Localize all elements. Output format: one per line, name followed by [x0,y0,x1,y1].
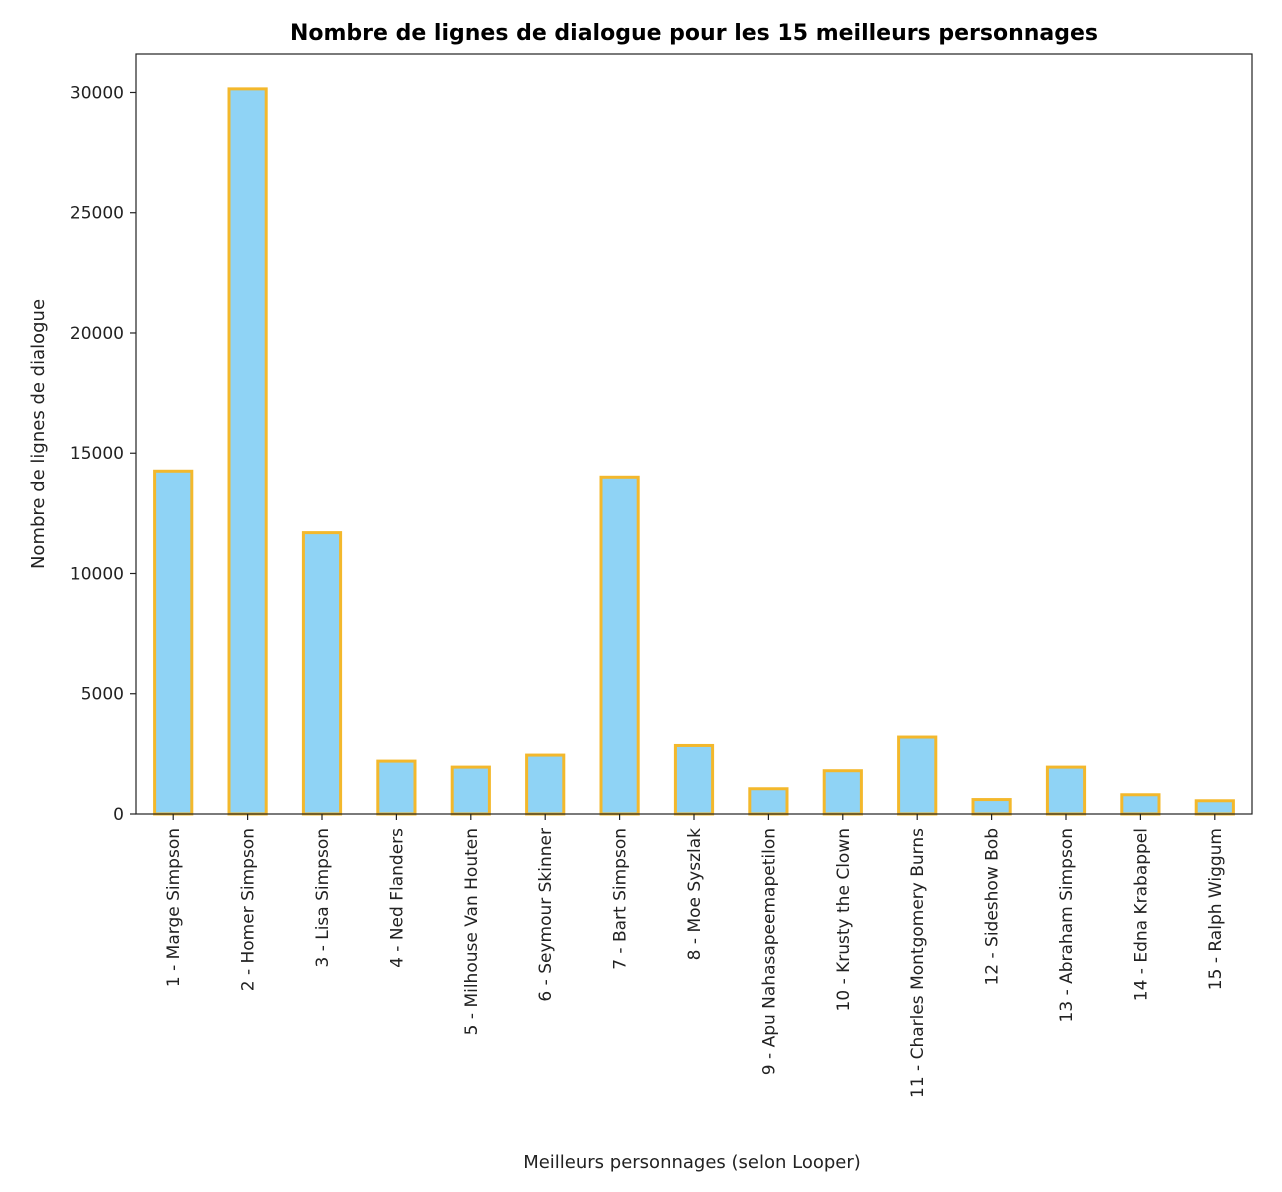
y-tick-label: 15000 [70,444,124,464]
y-tick-label: 5000 [81,685,124,705]
x-tick-label: 3 - Lisa Simpson [313,828,333,968]
bar-6 [525,753,566,816]
y-tick-label: 0 [113,805,124,825]
x-tick-label: 7 - Bart Simpson [611,828,631,970]
plot-frame [135,53,1253,815]
x-tick-label: 11 - Charles Montgomery Burns [908,828,928,1098]
x-tick-label: 15 - Ralph Wiggum [1206,828,1226,990]
x-tick-label: 13 - Abraham Simpson [1057,828,1077,1022]
bar-15 [1194,799,1235,816]
chart-title: Nombre de lignes de dialogue pour les 15… [290,21,1098,46]
x-tick-label: 14 - Edna Krabappel [1131,828,1151,1001]
x-axis-label: Meilleurs personnages (selon Looper) [523,1152,861,1173]
x-tick-label: 5 - Milhouse Van Houten [462,828,482,1035]
x-tick-label: 6 - Seymour Skinner [536,828,556,1002]
bar-10 [822,769,863,816]
y-axis-label: Nombre de lignes de dialogue [28,299,49,569]
bar-14 [1120,793,1161,816]
bar-4 [376,759,417,816]
x-tick-label: 8 - Moe Syszlak [685,828,705,960]
y-axis-ticks: 0 5000 10000 15000 20000 25000 30000 [70,83,136,825]
bar-13 [1045,765,1087,816]
bar-5 [450,765,491,816]
bar-9 [748,787,789,816]
bar-7 [599,475,640,816]
x-tick-label: 9 - Apu Nahasapeemapetilon [759,828,779,1075]
x-tick-label: 10 - Krusty the Clown [834,828,854,1011]
y-tick-label: 10000 [70,564,124,584]
bar-11 [897,735,938,816]
x-tick-label: 2 - Homer Simpson [239,828,259,991]
bars [153,87,1235,816]
bar-3 [301,531,343,816]
x-tick-label: 4 - Ned Flanders [387,828,407,968]
x-tick-label: 1 - Marge Simpson [164,828,184,987]
x-axis-ticks: 1 - Marge Simpson 2 - Homer Simpson 3 - Li… [164,814,1226,1098]
bar-12 [971,798,1012,816]
y-tick-label: 25000 [70,204,124,224]
bar-8 [673,743,715,816]
y-tick-label: 20000 [70,324,124,344]
y-tick-label: 30000 [70,83,124,103]
bar-1 [153,469,194,816]
bar-2 [227,87,268,816]
x-tick-label: 12 - Sideshow Bob [983,828,1003,986]
